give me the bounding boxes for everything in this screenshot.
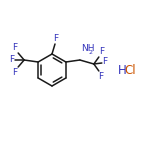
Text: H: H xyxy=(118,64,127,76)
Text: F: F xyxy=(12,43,17,52)
Text: F: F xyxy=(54,34,59,43)
Text: F: F xyxy=(102,57,107,67)
Text: F: F xyxy=(12,68,17,77)
Text: NH: NH xyxy=(81,44,94,53)
Text: Cl: Cl xyxy=(124,64,136,76)
Text: F: F xyxy=(9,55,14,64)
Text: 2: 2 xyxy=(89,50,93,55)
Text: F: F xyxy=(99,47,104,56)
Text: F: F xyxy=(98,72,103,81)
